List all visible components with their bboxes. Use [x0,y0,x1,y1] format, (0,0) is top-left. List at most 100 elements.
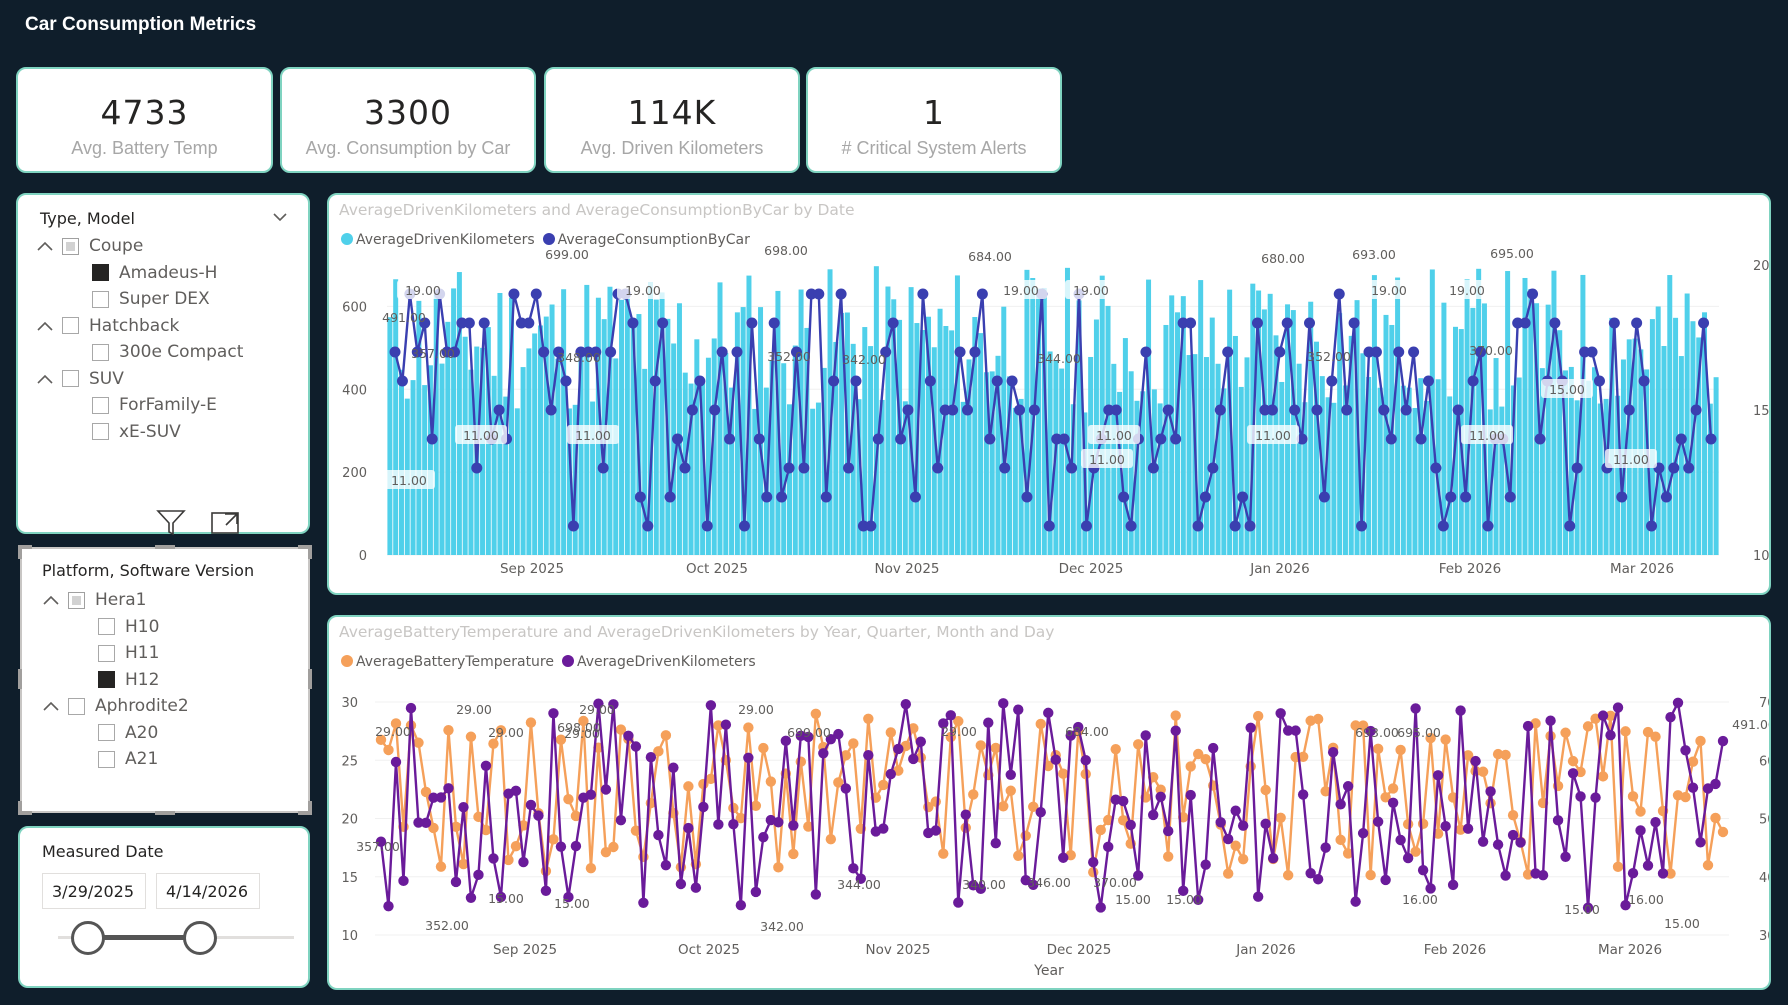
slicer-group-item[interactable]: SUV [36,366,243,393]
slicer-item[interactable]: H11 [42,640,189,667]
bar [1632,338,1638,555]
checkbox[interactable] [92,423,109,441]
slicer-group-item[interactable]: Coupe [36,233,243,260]
focus-mode-icon[interactable] [209,506,241,538]
bar [1314,341,1319,555]
checkbox[interactable] [62,237,79,255]
resize-handle[interactable] [18,545,22,559]
x-axis-tick-label: Jan 2026 [1249,561,1309,577]
chevron-down-icon[interactable] [272,211,288,223]
resize-handle[interactable] [298,811,312,815]
resize-handle[interactable] [308,669,312,689]
filter-icon[interactable] [155,506,187,538]
slicer-item[interactable]: 300e Compact [36,339,243,366]
data-label-bg [1605,449,1657,468]
bar [763,387,769,555]
data-point [930,796,941,807]
end-date-input[interactable]: 4/14/2026 [156,873,260,909]
slicer-item[interactable]: A21 [42,746,189,773]
slicer-item[interactable]: H12 [42,667,189,694]
resize-handle[interactable] [155,545,175,549]
slicer-item[interactable]: ForFamily-E [36,392,243,419]
slicer-group-item[interactable]: Hera1 [42,587,189,614]
data-point [1207,742,1219,754]
resize-handle[interactable] [18,669,22,689]
start-date-input[interactable]: 3/29/2025 [42,873,146,909]
checkbox[interactable] [98,618,115,636]
checkbox[interactable] [62,370,79,388]
x-axis-tick-label: Oct 2025 [678,942,740,958]
legend-item[interactable]: AverageConsumptionByCar [542,232,750,248]
slicer-item[interactable]: Super DEX [36,286,243,313]
checkbox[interactable] [98,724,115,742]
slicer-platform-software[interactable]: Platform, Software Version Hera1 H10 H11 H1… [18,545,312,815]
data-point [510,841,522,852]
slicer-group-item[interactable]: Hatchback [36,313,243,340]
data-point [810,889,822,900]
bar [1302,402,1308,555]
bar [1586,380,1592,555]
checkbox[interactable] [98,750,115,768]
data-point [1013,704,1024,715]
range-start-handle[interactable] [71,921,105,955]
slicer-group-item[interactable]: Aphrodite2 [42,693,189,720]
slicer-item[interactable]: xE-SUV [36,419,243,446]
more-options-icon[interactable] [263,506,295,538]
chart-temp-km[interactable]: AverageBatteryTemperature and AverageDri… [327,615,1771,990]
chart-km-consumption[interactable]: AverageDrivenKilometers and AverageConsu… [327,193,1771,595]
data-point [1470,755,1481,767]
resize-handle[interactable] [155,811,175,815]
data-point [690,882,702,893]
data-point [1043,707,1054,719]
line-chart-svg: 10 15 20 25 30 300 400 500 600 700 Sep 2025 Oct 202… [341,696,1769,979]
checkbox[interactable] [68,697,85,715]
slicer-type-model[interactable]: Type, Model Coupe Amadeus-H Super DEX Hatch… [16,193,310,534]
data-point [773,817,784,828]
resize-handle[interactable] [308,801,312,815]
checkbox[interactable] [92,264,109,282]
checkbox[interactable] [92,396,109,414]
range-end-handle[interactable] [183,921,217,955]
checkbox[interactable] [98,671,115,689]
kpi-card-driven-km[interactable]: 114K Avg. Driven Kilometers [544,67,800,173]
checkbox[interactable] [92,343,109,361]
data-point [840,750,852,761]
legend-item[interactable]: AverageBatteryTemperature [341,654,554,670]
chevron-up-icon[interactable] [42,591,60,609]
chevron-up-icon[interactable] [36,370,54,388]
data-point [1058,852,1069,863]
data-point [686,404,698,416]
slicer-item[interactable]: Amadeus-H [36,260,243,287]
data-point [1690,404,1702,416]
slicer-item-label: SUV [89,368,124,389]
resize-handle[interactable] [298,545,312,549]
data-point [1635,825,1646,836]
checkbox[interactable] [92,290,109,308]
resize-handle[interactable] [18,545,32,549]
data-point [1425,883,1436,894]
chevron-up-icon[interactable] [36,317,54,335]
data-label: 370.00 [1469,343,1513,358]
bar [1702,312,1708,555]
data-point [1342,781,1354,792]
slicer-item[interactable]: A20 [42,720,189,747]
bar [931,347,937,555]
kpi-card-consumption[interactable]: 3300 Avg. Consumption by Car [280,67,536,173]
checkbox[interactable] [68,591,85,609]
legend-item[interactable]: AverageDrivenKilometers [341,232,535,248]
checkbox[interactable] [98,644,115,662]
bar [445,321,451,555]
chevron-up-icon[interactable] [42,697,60,715]
data-point [630,741,642,752]
bar [1279,381,1285,555]
kpi-card-battery-temp[interactable]: 4733 Avg. Battery Temp [16,67,273,173]
kpi-card-critical-alerts[interactable]: 1 # Critical System Alerts [806,67,1062,173]
resize-handle[interactable] [308,545,312,559]
chevron-up-icon[interactable] [36,237,54,255]
slicer-item[interactable]: H10 [42,614,189,641]
resize-handle[interactable] [18,811,32,815]
legend-item[interactable]: AverageDrivenKilometers [562,654,756,670]
resize-handle[interactable] [18,801,22,815]
slicer-measured-date[interactable]: Measured Date 3/29/2025 4/14/2026 [18,826,310,988]
checkbox[interactable] [62,317,79,335]
